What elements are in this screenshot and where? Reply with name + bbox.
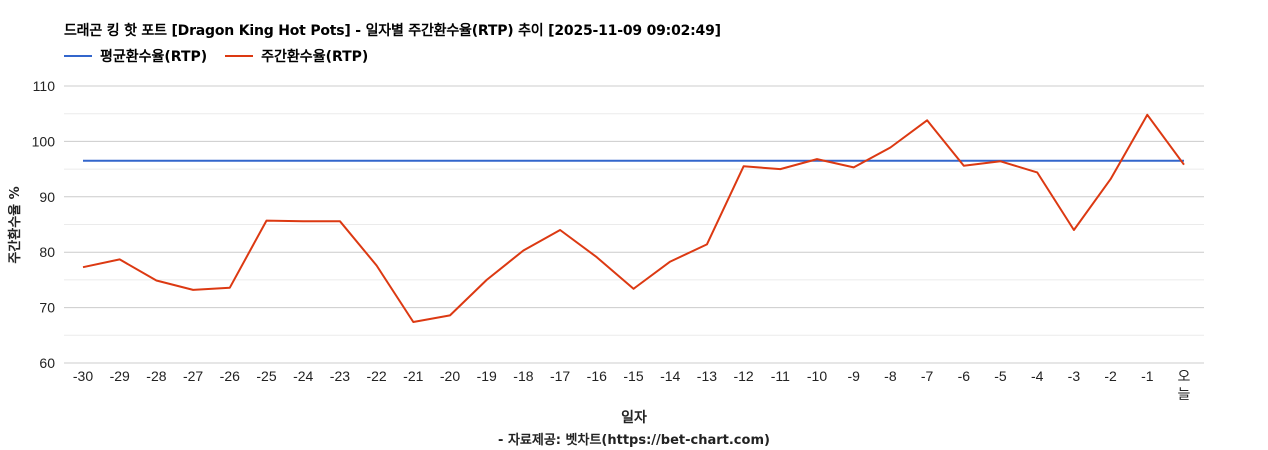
y-axis-ticks: 60 70 80 90 100 110 (32, 78, 56, 371)
x-tick-label: 늘 (1178, 386, 1191, 402)
y-tick-label: 60 (39, 355, 55, 371)
x-tick-label: -24 (293, 368, 313, 384)
gridlines (64, 85, 1204, 364)
y-tick-label: 100 (32, 133, 56, 149)
chart-title: 드래곤 킹 핫 포트 [Dragon King Hot Pots] - 일자별 … (64, 23, 721, 39)
series-lines (82, 113, 1185, 323)
x-tick-label: -10 (807, 368, 827, 384)
x-tick-label: -30 (73, 368, 93, 384)
x-tick-label: -9 (847, 368, 860, 384)
x-tick-label: -7 (921, 368, 934, 384)
x-tick-label: -12 (733, 368, 753, 384)
y-tick-label: 110 (33, 78, 56, 94)
x-tick-label: -3 (1068, 368, 1081, 384)
x-tick-label: -8 (884, 368, 897, 384)
x-tick-label: -19 (477, 368, 497, 384)
x-tick-label: 오 (1178, 368, 1191, 384)
x-axis-label: 일자 (621, 410, 647, 426)
x-tick-label: -18 (513, 368, 533, 384)
legend-swatch-average-icon (64, 55, 92, 57)
legend-swatch-weekly-icon (225, 55, 254, 57)
x-tick-label: -23 (330, 368, 350, 384)
x-tick-label: -6 (958, 368, 971, 384)
y-tick-label: 80 (39, 244, 55, 260)
y-axis-label: 주간환수율 % (8, 186, 23, 264)
x-tick-label: -20 (440, 368, 460, 384)
legend-label: 평균환수율(RTP) (100, 49, 208, 65)
x-tick-label: -15 (623, 368, 643, 384)
x-tick-label: -14 (660, 368, 680, 384)
x-axis-ticks: -30 -29 -28 -27 -26 -25 -24 -23 -22 -21 -20 -19 -18 -… (73, 368, 1191, 402)
x-tick-label: -13 (697, 368, 717, 384)
x-tick-label: -4 (1031, 368, 1044, 384)
x-tick-label: -11 (771, 368, 790, 384)
x-tick-label: -22 (366, 368, 386, 384)
weekly-rtp-line[interactable] (82, 113, 1185, 323)
y-tick-label: 70 (39, 300, 55, 316)
x-tick-label: -17 (550, 368, 570, 384)
x-tick-label: -5 (994, 368, 1007, 384)
x-tick-label: -1 (1141, 368, 1154, 384)
x-tick-label: -21 (403, 368, 423, 384)
x-tick-label: -28 (146, 368, 166, 384)
x-tick-label: -25 (256, 368, 276, 384)
x-tick-label: -29 (110, 368, 130, 384)
y-tick-label: 90 (39, 189, 55, 205)
legend-item-average-rtp[interactable]: 평균환수율(RTP) (64, 46, 207, 66)
x-tick-label: -27 (183, 368, 203, 384)
data-source-credit: - 자료제공: 벳차트(https://bet-chart.com) (498, 433, 770, 448)
legend-label: 주간환수율(RTP) (261, 49, 369, 65)
legend: 평균환수율(RTP) 주간환수율(RTP) (64, 46, 386, 66)
x-tick-label: -26 (220, 368, 240, 384)
legend-item-weekly-rtp[interactable]: 주간환수율(RTP) (225, 46, 368, 66)
x-tick-label: -2 (1104, 368, 1117, 384)
x-tick-label: -16 (587, 368, 607, 384)
